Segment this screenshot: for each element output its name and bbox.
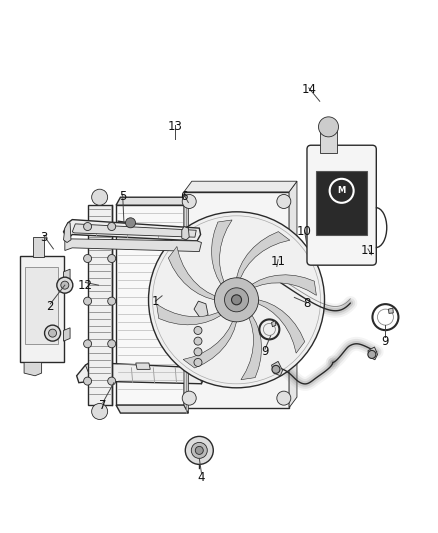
Bar: [33, 237, 44, 257]
Polygon shape: [77, 362, 204, 384]
Polygon shape: [252, 275, 316, 295]
Text: 9: 9: [381, 335, 389, 348]
Text: 9: 9: [261, 345, 269, 358]
Circle shape: [84, 254, 92, 263]
Circle shape: [84, 377, 92, 385]
Text: 6: 6: [180, 190, 188, 203]
Circle shape: [84, 297, 92, 305]
Circle shape: [57, 277, 73, 293]
Text: M: M: [338, 187, 346, 195]
Circle shape: [272, 365, 280, 374]
Circle shape: [108, 340, 116, 348]
Circle shape: [84, 222, 92, 231]
Circle shape: [92, 189, 108, 205]
Text: 2: 2: [46, 300, 54, 313]
Circle shape: [49, 329, 57, 337]
Polygon shape: [272, 321, 276, 327]
Circle shape: [277, 391, 291, 405]
Bar: [116, 205, 184, 405]
Circle shape: [108, 254, 116, 263]
Circle shape: [182, 195, 196, 208]
Text: 14: 14: [301, 83, 316, 96]
Polygon shape: [168, 246, 215, 300]
Polygon shape: [136, 363, 150, 369]
Polygon shape: [241, 316, 261, 379]
Circle shape: [277, 195, 291, 208]
Polygon shape: [182, 227, 189, 240]
Polygon shape: [389, 308, 393, 313]
Polygon shape: [72, 224, 196, 237]
Polygon shape: [116, 197, 188, 205]
Circle shape: [194, 326, 202, 335]
Polygon shape: [64, 223, 71, 243]
Circle shape: [126, 218, 135, 228]
Circle shape: [148, 212, 325, 388]
Polygon shape: [212, 220, 232, 284]
Polygon shape: [157, 304, 221, 325]
Polygon shape: [184, 181, 297, 192]
Polygon shape: [65, 239, 201, 252]
Text: 11: 11: [271, 255, 286, 268]
Polygon shape: [368, 347, 378, 360]
Text: 5: 5: [119, 190, 126, 203]
Circle shape: [225, 288, 248, 312]
Circle shape: [194, 358, 202, 367]
Circle shape: [92, 403, 108, 419]
FancyBboxPatch shape: [307, 145, 376, 265]
Circle shape: [368, 350, 376, 359]
Polygon shape: [184, 197, 188, 413]
Bar: [20, 256, 64, 362]
Circle shape: [194, 337, 202, 345]
Circle shape: [108, 377, 116, 385]
Polygon shape: [237, 232, 290, 278]
Polygon shape: [194, 301, 208, 320]
Circle shape: [45, 325, 60, 341]
Polygon shape: [64, 328, 70, 341]
Text: 3: 3: [40, 231, 47, 244]
Circle shape: [108, 297, 116, 305]
Polygon shape: [258, 300, 305, 353]
Circle shape: [215, 278, 258, 322]
Circle shape: [84, 340, 92, 348]
Text: 11: 11: [360, 244, 375, 257]
Polygon shape: [289, 181, 297, 408]
Bar: [88, 205, 112, 405]
Polygon shape: [272, 361, 283, 376]
Circle shape: [318, 117, 339, 137]
Circle shape: [108, 222, 116, 231]
Circle shape: [232, 295, 241, 305]
Bar: [25, 266, 58, 344]
Circle shape: [191, 442, 207, 458]
Bar: [316, 171, 367, 235]
Circle shape: [195, 446, 203, 455]
Polygon shape: [116, 405, 188, 413]
Circle shape: [194, 348, 202, 356]
Text: 12: 12: [78, 279, 93, 292]
Polygon shape: [183, 321, 237, 368]
Polygon shape: [64, 269, 70, 282]
Text: 7: 7: [99, 399, 107, 411]
Text: 8: 8: [303, 297, 310, 310]
Bar: [184, 192, 289, 408]
Text: 4: 4: [198, 471, 205, 483]
Circle shape: [185, 437, 213, 464]
Polygon shape: [64, 220, 201, 241]
Circle shape: [182, 391, 196, 405]
Text: 1: 1: [152, 295, 159, 308]
Polygon shape: [24, 362, 42, 376]
Circle shape: [61, 281, 69, 289]
Text: 13: 13: [168, 120, 183, 133]
Text: 10: 10: [297, 225, 312, 238]
Bar: [320, 129, 337, 153]
